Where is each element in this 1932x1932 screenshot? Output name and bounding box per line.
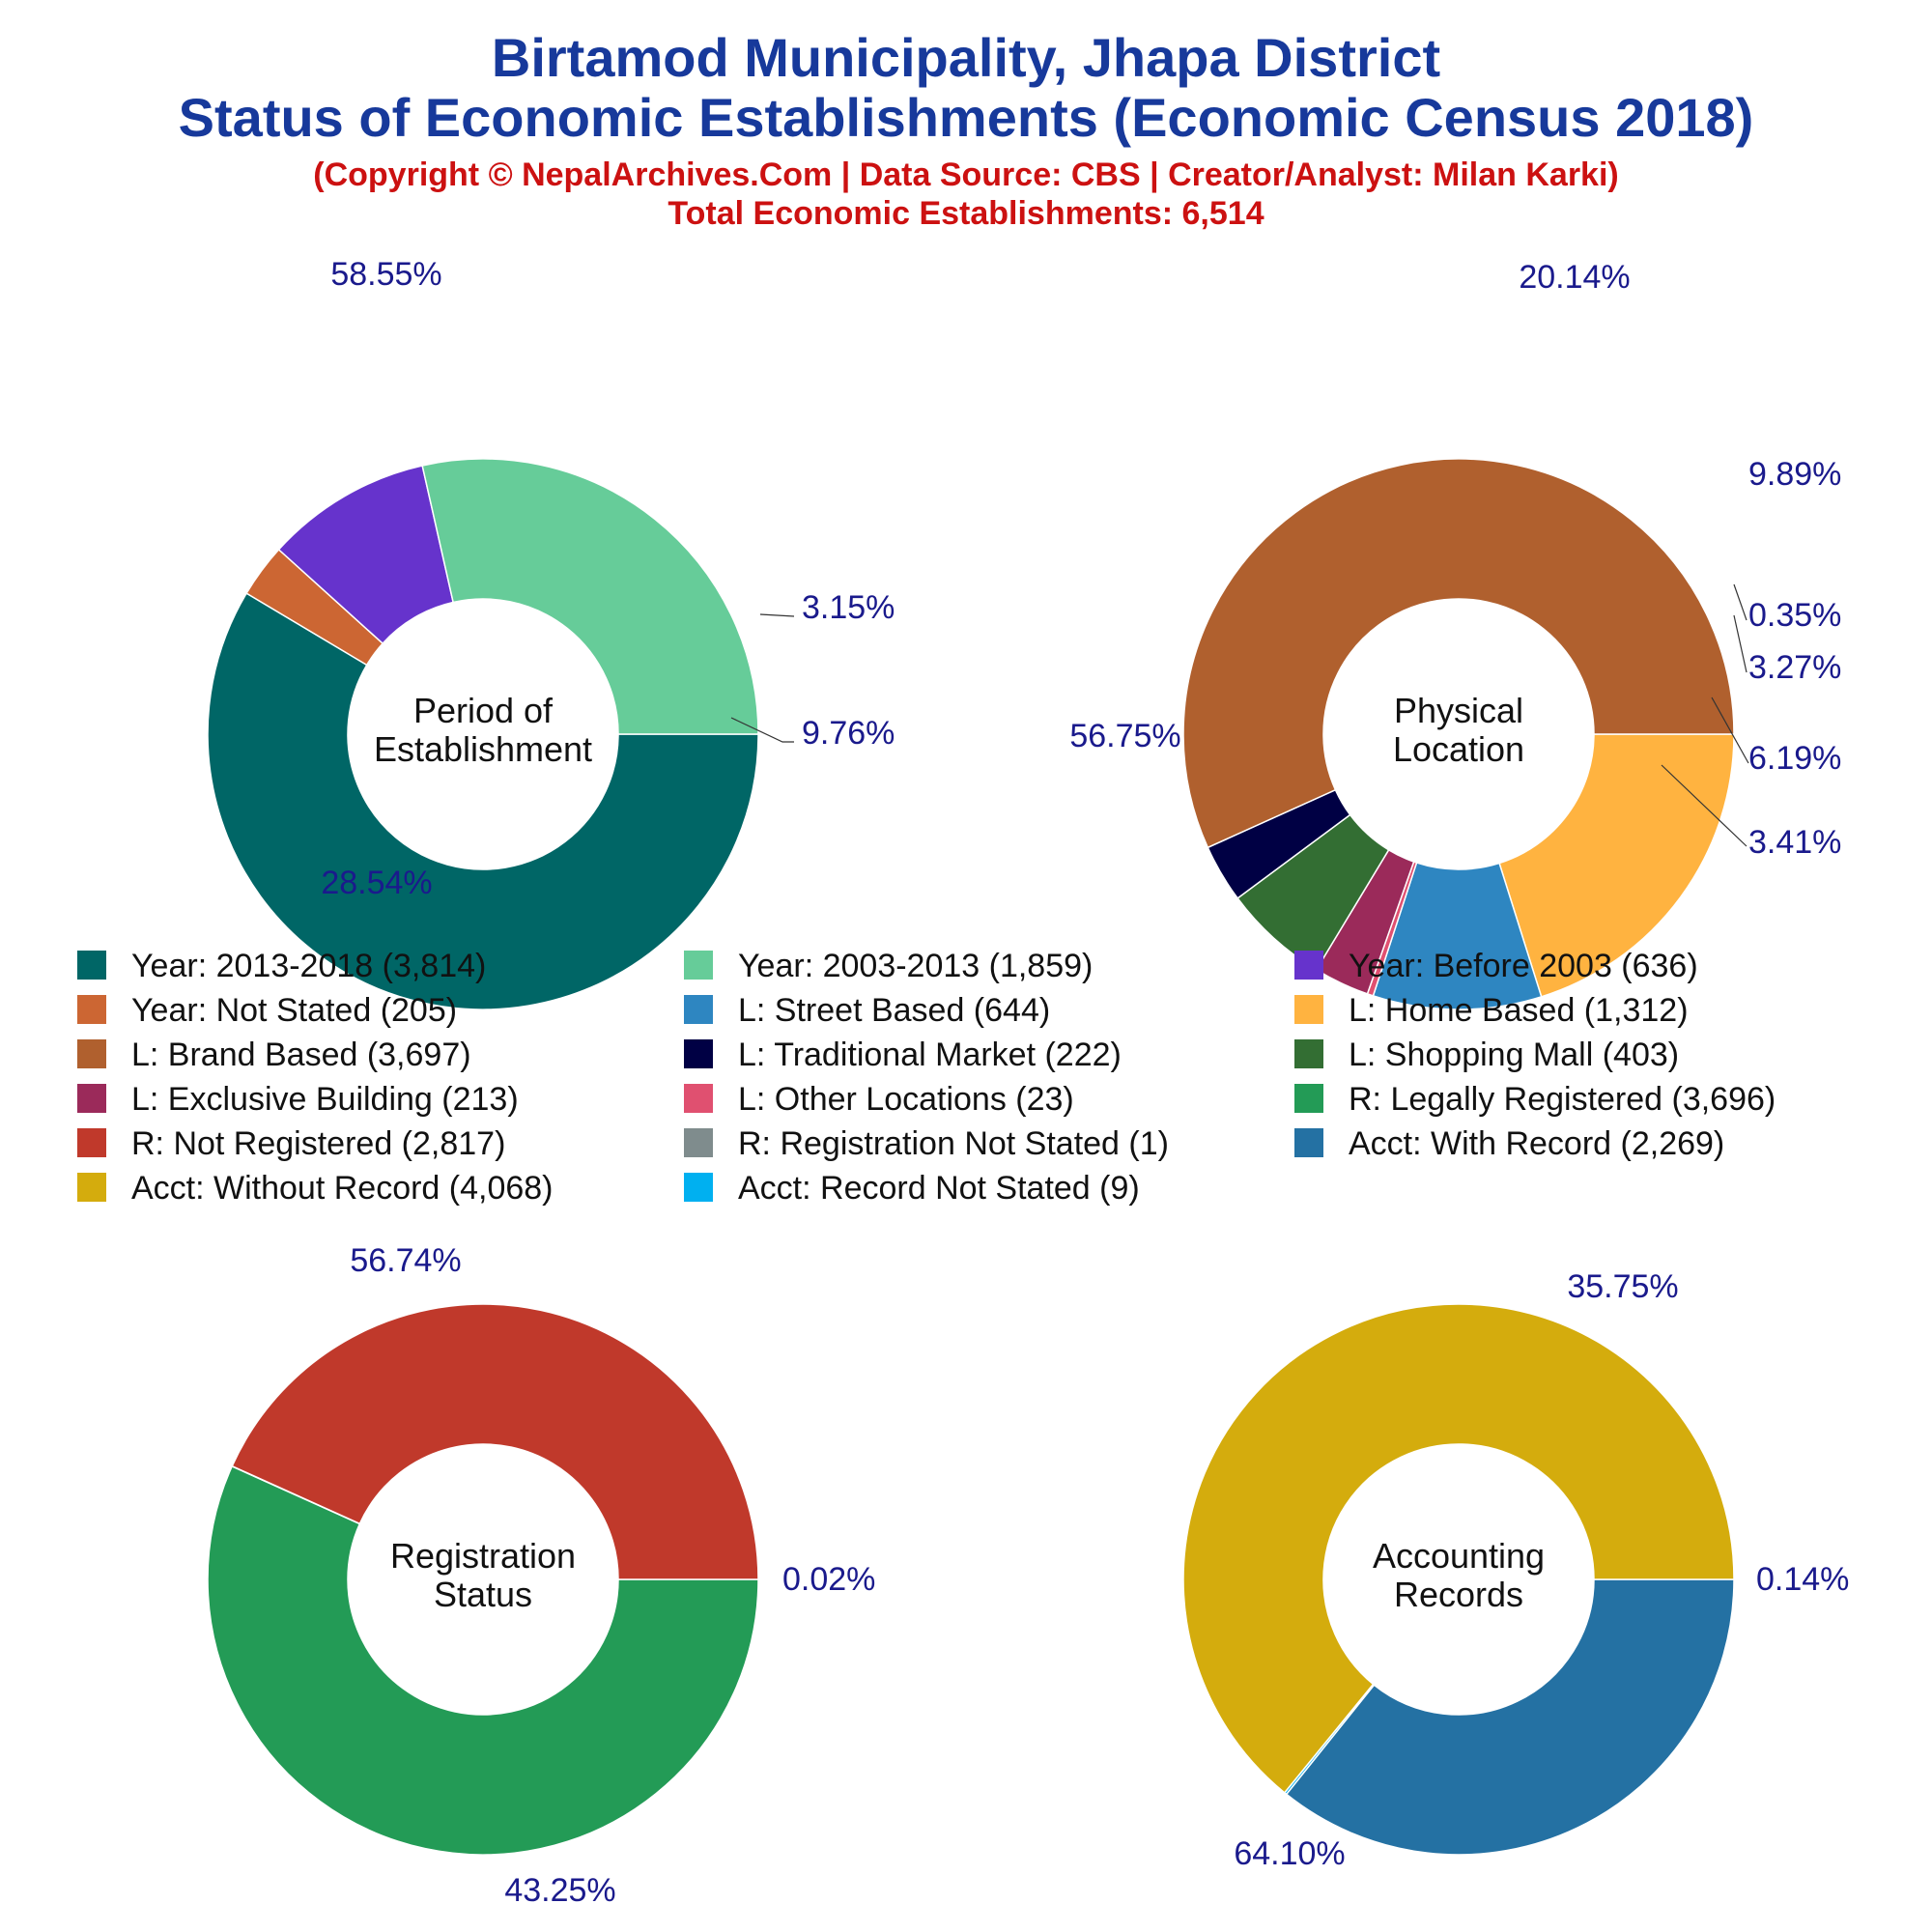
pct-label: 3.15% [802, 589, 895, 626]
legend-swatch [684, 1084, 713, 1113]
legend-label: L: Home Based (1,312) [1349, 992, 1689, 1029]
legend-label: Year: 2013-2018 (3,814) [131, 948, 486, 984]
legend-swatch [1294, 951, 1323, 980]
pct-label: 0.14% [1756, 1561, 1849, 1598]
center-label: Accounting [1373, 1536, 1545, 1576]
donut-chart-2: 20.14% 9.89% 0.35% 3.27% 6.19% 3.41% 56.75% Phy… [1069, 259, 1841, 1010]
center-label: Location [1393, 729, 1524, 769]
legend-label: R: Not Registered (2,817) [131, 1125, 505, 1162]
legend-label: Acct: Without Record (4,068) [131, 1170, 554, 1207]
center-label: Physical [1394, 691, 1523, 730]
legend-swatch [77, 995, 106, 1024]
legend-swatch [684, 1173, 713, 1202]
legend-swatch [77, 951, 106, 980]
pct-label: 0.35% [1748, 597, 1841, 634]
slice-acct-without-record [1182, 1303, 1735, 1794]
pct-label: 58.55% [330, 256, 441, 293]
legend-swatch [77, 1084, 106, 1113]
center-label: Records [1394, 1575, 1523, 1614]
legend-label: R: Legally Registered (3,696) [1349, 1081, 1776, 1118]
pct-label: 56.75% [1069, 718, 1180, 754]
pct-label: 0.02% [782, 1561, 875, 1598]
legend-swatch [77, 1173, 106, 1202]
legend-swatch [684, 1128, 713, 1157]
label-leader-line [1733, 583, 1747, 621]
slice-l-brand-based [1182, 458, 1735, 849]
pct-label: 56.74% [350, 1242, 461, 1279]
pct-label: 20.14% [1519, 259, 1630, 296]
legend-label: Year: Not Stated (205) [131, 992, 457, 1029]
pct-label: 64.10% [1234, 1835, 1345, 1872]
legend-label: Acct: Record Not Stated (9) [738, 1170, 1140, 1207]
slice-acct-with-record [1285, 1578, 1735, 1856]
legend-swatch [684, 995, 713, 1024]
center-label: Establishment [374, 729, 592, 769]
chart-title-line1: Birtamod Municipality, Jhapa District [491, 27, 1441, 88]
slice-r-legally-registered [207, 1464, 759, 1856]
slice-year-2013-2018 [207, 592, 759, 1010]
legend-label: Year: 2003-2013 (1,859) [738, 948, 1093, 984]
legend-swatch [684, 1039, 713, 1068]
center-label: Registration [390, 1536, 576, 1576]
legend-label: Acct: With Record (2,269) [1349, 1125, 1724, 1162]
slice-l-home-based [1498, 733, 1735, 998]
legend-swatch [1294, 1084, 1323, 1113]
legend-swatch [1294, 1039, 1323, 1068]
pct-label: 28.54% [321, 865, 432, 901]
legend-label: L: Brand Based (3,697) [131, 1037, 471, 1073]
legend-swatch [1294, 995, 1323, 1024]
legend-label: L: Exclusive Building (213) [131, 1081, 519, 1118]
center-label: Status [434, 1575, 532, 1614]
center-label: Period of [413, 691, 554, 730]
legend-swatch [77, 1039, 106, 1068]
legend-swatch [684, 951, 713, 980]
pct-label: 3.27% [1748, 649, 1841, 686]
chart-subtitle: (Copyright © NepalArchives.Com | Data So… [313, 156, 1619, 193]
total-establishments: Total Economic Establishments: 6,514 [668, 195, 1264, 232]
legend-swatch [77, 1128, 106, 1157]
label-leader-line [759, 613, 795, 617]
legend: Year: 2013-2018 (3,814) Year: 2003-2013 (… [77, 948, 1776, 1207]
label-leader-line [1661, 764, 1747, 847]
donut-chart-1: 58.55% 3.15% 9.76% 28.54% Period ofEstablish… [207, 256, 895, 1010]
legend-label: L: Street Based (644) [738, 992, 1050, 1029]
slice-r-not-registered [231, 1303, 759, 1580]
legend-label: L: Traditional Market (222) [738, 1037, 1122, 1073]
legend-label: L: Shopping Mall (403) [1349, 1037, 1679, 1073]
pct-label: 9.89% [1748, 456, 1841, 493]
chart-title-line2: Status of Economic Establishments (Econo… [178, 87, 1754, 148]
label-leader-line [730, 717, 794, 743]
legend-label: R: Registration Not Stated (1) [738, 1125, 1169, 1162]
label-leader-line [1733, 614, 1747, 673]
pct-label: 35.75% [1567, 1268, 1678, 1305]
pct-label: 9.76% [802, 715, 895, 752]
legend-label: L: Other Locations (23) [738, 1081, 1074, 1118]
slice-year-2003-2013 [421, 458, 759, 735]
label-leader-line [1711, 696, 1749, 764]
legend-swatch [1294, 1128, 1323, 1157]
pct-label: 3.41% [1748, 824, 1841, 861]
pct-label: 43.25% [504, 1872, 615, 1909]
pct-label: 6.19% [1748, 740, 1841, 777]
legend-label: Year: Before 2003 (636) [1349, 948, 1698, 984]
